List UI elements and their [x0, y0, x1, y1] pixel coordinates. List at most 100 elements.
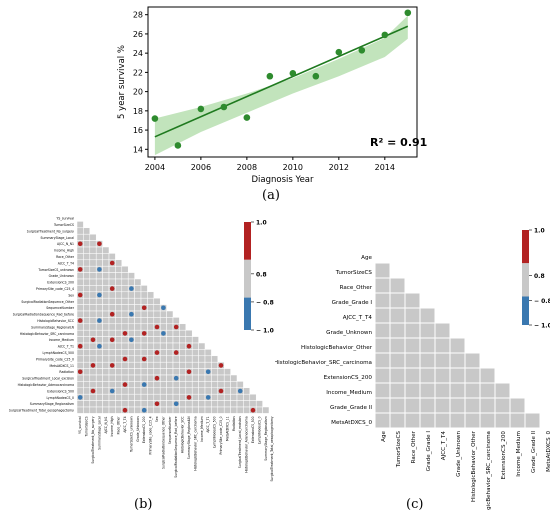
heatmap-cell [83, 304, 91, 312]
heatmap-cell [230, 381, 238, 389]
row-label: TumorSizeCS [53, 223, 74, 227]
heatmap-cell [494, 382, 511, 399]
heatmap-marker [122, 382, 128, 387]
column-label: Race_Other [411, 430, 417, 463]
heatmap-cell [89, 323, 97, 331]
heatmap-cell [76, 246, 84, 254]
heatmap-cell [217, 400, 225, 408]
heatmap-cell [243, 387, 251, 395]
heatmap-cell [108, 291, 116, 299]
heatmap-cell [434, 382, 451, 399]
heatmap-cell [389, 352, 406, 369]
heatmap-cell [262, 406, 270, 414]
heatmap-cell [95, 393, 103, 401]
panel-label-b: (b) [134, 497, 153, 512]
heatmap-cell [115, 297, 123, 305]
heatmap-cell [419, 397, 436, 414]
row-label: Race_Other [56, 255, 75, 259]
heatmap-cell [147, 400, 155, 408]
heatmap-cell [464, 367, 481, 384]
heatmap-marker [77, 241, 83, 247]
heatmap-cell [166, 368, 174, 376]
heatmap-cell [95, 349, 103, 357]
heatmap-cell [76, 297, 84, 305]
heatmap-cell [83, 400, 91, 408]
heatmap-cell [83, 227, 91, 235]
heatmap-cell [95, 387, 103, 395]
heatmap-cell [102, 317, 110, 325]
heatmap-cell [166, 387, 174, 395]
heatmap-cell [494, 412, 511, 429]
heatmap-cell [89, 355, 97, 363]
heatmap-cell [166, 329, 174, 337]
heatmap-cell [95, 374, 103, 382]
heatmap-cell [76, 285, 84, 293]
heatmap-cell [134, 342, 142, 350]
row-label: SurgicalTreatment_Local_excision [22, 377, 74, 381]
heatmap-cell [108, 329, 116, 337]
x-tick-label: 2006 [191, 163, 211, 172]
column-label: SurgicalRadiationSequence_Other [161, 416, 165, 469]
heatmap-marker [109, 363, 115, 368]
heatmap-cell [89, 317, 97, 325]
column-label: TumorSizeCS [396, 431, 402, 469]
y-tick-label: 26 [133, 30, 143, 39]
heatmap-cell [479, 382, 496, 399]
heatmap-marker [218, 363, 224, 368]
colorbar-tick-label: − 1.0 [534, 323, 550, 330]
y-tick-label: 24 [133, 49, 143, 58]
heatmap-cell [108, 304, 116, 312]
column-label: LymphNodesCS_500 [213, 416, 217, 448]
heatmap-cell [153, 304, 161, 312]
heatmap-cell [89, 374, 97, 382]
heatmap-cell [172, 406, 180, 414]
heatmap-cell [76, 349, 84, 357]
column-label: LymphNodesCS_0 [257, 416, 261, 444]
heatmap-cell [102, 355, 110, 363]
row-label: Income_Medium [326, 390, 372, 396]
heatmap-cell [102, 265, 110, 273]
heatmap-cell [76, 227, 84, 235]
heatmap-cell [89, 329, 97, 337]
heatmap-cell [121, 342, 129, 350]
heatmap-cell [153, 355, 161, 363]
heatmap-cell [83, 355, 91, 363]
x-tick-label: 2014 [375, 163, 395, 172]
heatmap-cell [198, 368, 206, 376]
column-label: PrimarySite_code_C25_4 [149, 416, 153, 454]
heatmap-cell [179, 336, 187, 344]
heatmap-cell [191, 400, 199, 408]
heatmap-cell [179, 355, 187, 363]
data-point [243, 114, 251, 121]
heatmap-cell [404, 352, 421, 369]
heatmap-cell [434, 367, 451, 384]
data-point [404, 9, 412, 17]
heatmap-cell [166, 336, 174, 344]
heatmap-cell [223, 368, 231, 376]
heatmap-cell [389, 322, 406, 339]
panel-label-a: (a) [262, 188, 280, 203]
heatmap-cell [102, 393, 110, 401]
heatmap-marker [77, 318, 83, 323]
heatmap-cell [115, 317, 123, 325]
heatmap-cell [95, 253, 103, 261]
heatmap-cell [76, 400, 84, 408]
heatmap-cell [121, 393, 129, 401]
heatmap-cell [230, 400, 238, 408]
row-label: SequenceNumber [46, 306, 74, 310]
data-point [197, 105, 205, 113]
row-label: MetsAtDXCS_0 [331, 420, 372, 426]
heatmap-cell [140, 310, 148, 318]
heatmap-cell [108, 272, 116, 280]
heatmap-cell [243, 400, 251, 408]
data-point [381, 31, 389, 39]
heatmap-cell [121, 310, 129, 318]
heatmap-cell [243, 393, 251, 401]
heatmap-cell [166, 400, 174, 408]
heatmap-cell [134, 381, 142, 389]
heatmap-cell [211, 400, 219, 408]
heatmap-cell [185, 400, 193, 408]
heatmap-cell [374, 367, 391, 384]
heatmap-cell [121, 336, 129, 344]
heatmap-cell [121, 265, 129, 273]
